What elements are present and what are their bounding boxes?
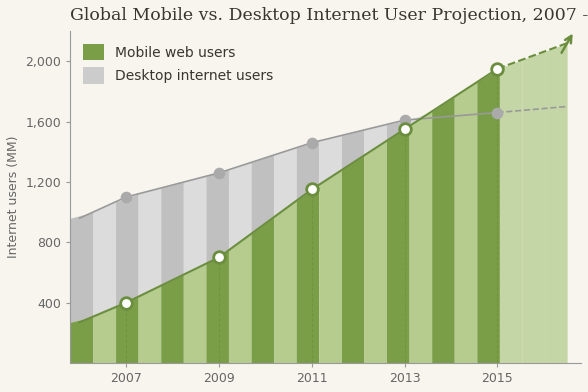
Legend: Mobile web users, Desktop internet users: Mobile web users, Desktop internet users [78, 38, 279, 90]
Point [307, 186, 316, 192]
Point [400, 126, 409, 132]
Point [493, 65, 502, 72]
Point [121, 194, 131, 200]
Point [493, 109, 502, 116]
Point [400, 117, 409, 123]
Point [214, 254, 223, 261]
Y-axis label: Internet users (MM): Internet users (MM) [7, 136, 20, 258]
Point [214, 170, 223, 176]
Text: Global Mobile vs. Desktop Internet User Projection, 2007 - 2015: Global Mobile vs. Desktop Internet User … [71, 7, 588, 24]
Point [307, 140, 316, 146]
Point [121, 299, 131, 306]
